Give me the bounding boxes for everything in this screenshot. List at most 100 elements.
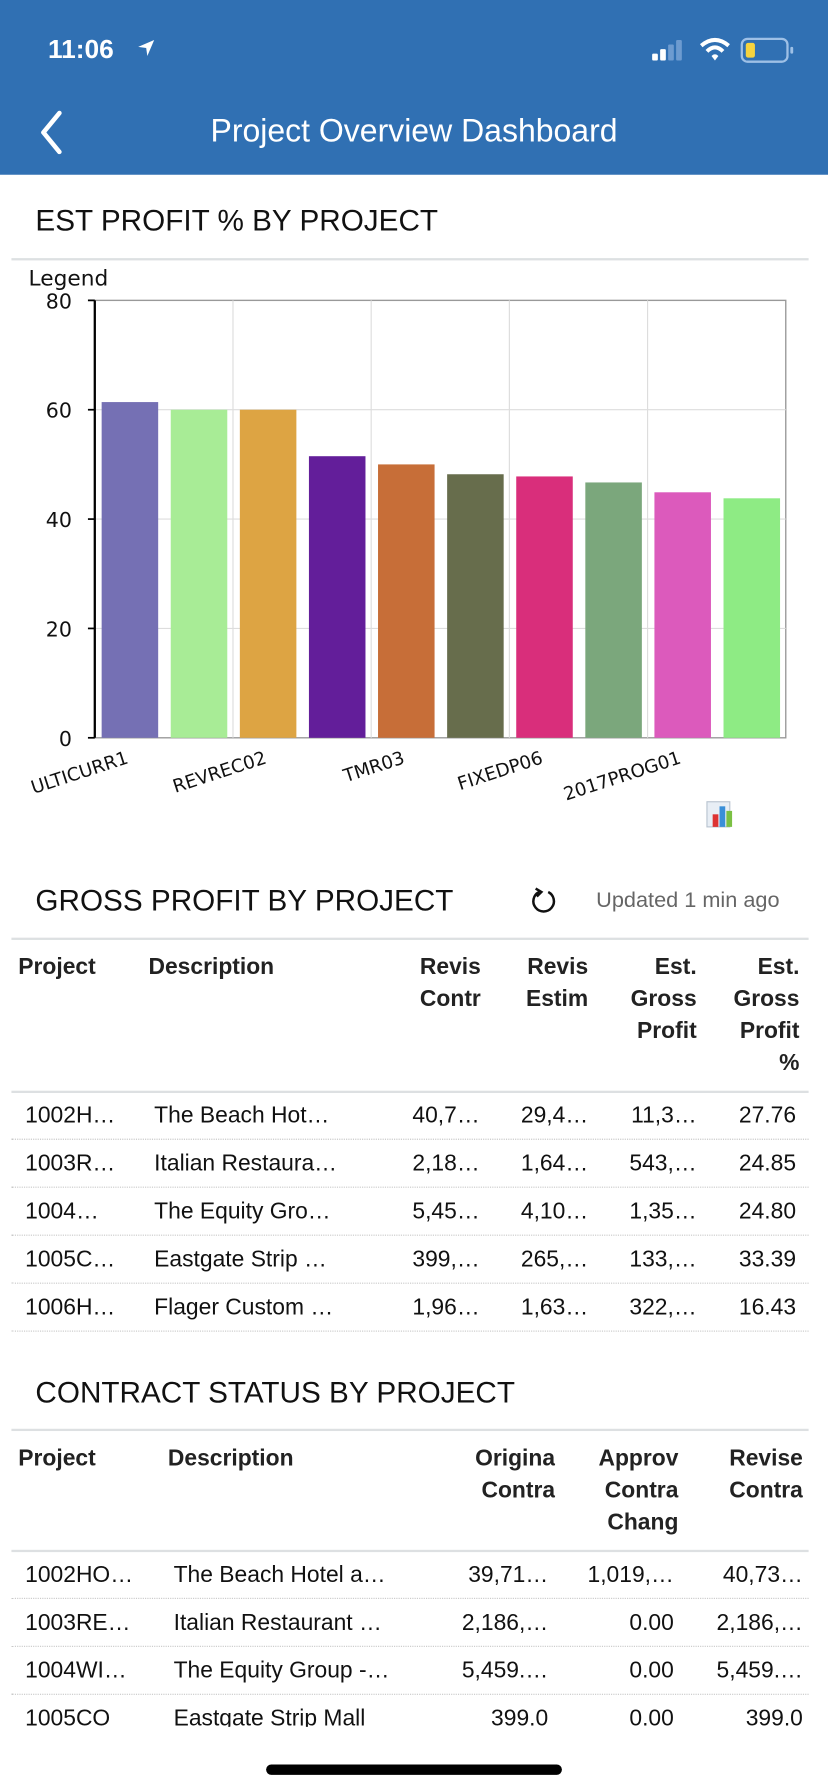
table-cell: 1004… (25, 1199, 99, 1225)
table-top-border (11, 1428, 809, 1432)
table-cell: 265,… (520, 1247, 589, 1273)
table-cell: 5,45… (412, 1199, 480, 1225)
table-cell: 5,459.… (461, 1658, 549, 1684)
x-tick-label: ULTICURR1 (29, 748, 131, 799)
table-row[interactable]: 1004WI… The Equity Group -… 5,459.… 0.00 5,4… (0, 1648, 828, 1696)
bar[interactable] (447, 474, 504, 738)
table-cell: 1005C… (25, 1247, 116, 1273)
table-cell: 1,96… (412, 1295, 480, 1321)
bar[interactable] (101, 402, 159, 738)
column-header[interactable]: Project (18, 954, 96, 980)
row-separator (11, 1330, 809, 1332)
column-header[interactable]: Origina Contra (475, 1445, 556, 1504)
bar[interactable] (654, 492, 711, 738)
location-arrow-icon (138, 39, 155, 56)
table-cell: 33.39 (738, 1247, 797, 1273)
cellular-signal-icon (652, 39, 682, 61)
status-time: 11:06 (47, 34, 114, 64)
table-cell: 1004WI… (25, 1658, 127, 1684)
table-cell: 39,71… (468, 1562, 549, 1588)
table-cell: The Beach Hotel a… (173, 1562, 386, 1588)
refresh-icon[interactable] (529, 886, 559, 916)
x-tick-label: TMR03 (340, 748, 407, 788)
table-row[interactable]: 1005C… Eastgate Strip … 399,… 265,… 133,… 33.… (0, 1237, 828, 1285)
table-row[interactable]: 1003R… Italian Restaura… 2,18… 1,64… 543,… 24… (0, 1141, 828, 1189)
row-separator (11, 1234, 809, 1236)
table-cell: 1,64… (520, 1151, 589, 1177)
table-row[interactable]: 1006H… Flager Custom … 1,96… 1,63… 322,… 16.4… (0, 1285, 828, 1333)
table-cell: 1,35… (629, 1199, 697, 1225)
bar-chart-icon[interactable] (706, 799, 736, 829)
bottom-safe-area (0, 1726, 828, 1792)
column-header[interactable]: Revis Contr (419, 954, 481, 1012)
table-cell: 2,186,… (461, 1610, 549, 1636)
table-cell: Flager Custom … (154, 1295, 334, 1321)
battery-low-icon (740, 37, 794, 63)
bar-chart: 0 20 40 60 80 ULTICURR1 REVREC02 TMR03 FIXEDP06 2… (29, 289, 787, 806)
wifi-icon (699, 37, 730, 61)
table-cell: Italian Restaurant … (173, 1610, 382, 1636)
y-tick-label: 80 (46, 289, 72, 313)
table-cell: 2,18… (412, 1151, 480, 1177)
table-cell: 1002H… (25, 1103, 116, 1129)
section-title-contract-status: CONTRACT STATUS BY PROJECT (35, 1375, 515, 1410)
back-button[interactable] (34, 110, 68, 156)
top-bar: 11:06 Project Overview Dashboard (0, 0, 828, 175)
table-cell: 40,73… (722, 1562, 803, 1588)
x-tick-label: FIXEDP06 (455, 748, 545, 795)
column-header[interactable]: Est. Gross Profit % (733, 954, 800, 1076)
bar[interactable] (585, 482, 642, 738)
bar[interactable] (723, 498, 781, 738)
table-cell: 24.85 (738, 1151, 797, 1177)
table-cell: Eastgate Strip … (154, 1247, 327, 1273)
table-cell: The Equity Gro… (154, 1199, 331, 1225)
row-separator (11, 1693, 809, 1695)
y-tick-label: 60 (46, 399, 72, 423)
column-header[interactable]: Project (18, 1445, 96, 1472)
section-title-est-profit: EST PROFIT % BY PROJECT (35, 203, 439, 238)
y-tick-label: 20 (46, 617, 72, 641)
table-row[interactable]: 1002H… The Beach Hot… 40,7… 29,4… 11,3… 27.76 (0, 1093, 828, 1141)
table-cell: 24.80 (738, 1199, 797, 1225)
column-header[interactable]: Est. Gross Profit (630, 954, 697, 1044)
table-cell: 27.76 (738, 1103, 797, 1129)
table-row[interactable]: 1004… The Equity Gro… 5,45… 4,10… 1,35… 24.80 (0, 1189, 828, 1237)
table-cell: 1,019,… (587, 1562, 674, 1588)
table-cell: 1002HO… (25, 1562, 134, 1588)
bar[interactable] (308, 456, 366, 738)
table-row[interactable]: 1003RE… Italian Restaurant … 2,186,… 0.00 2,… (0, 1600, 828, 1648)
table-cell: 133,… (629, 1247, 697, 1273)
bar[interactable] (516, 476, 573, 738)
x-tick-label: 2017PROG01 (561, 748, 683, 806)
row-separator (11, 1645, 809, 1647)
header-divider (11, 1549, 809, 1553)
bar[interactable] (170, 409, 228, 738)
table-cell: 40,7… (412, 1103, 480, 1129)
column-header[interactable]: Description (167, 1445, 294, 1472)
table-cell: 1006H… (25, 1295, 116, 1321)
y-tick-label: 40 (46, 508, 72, 532)
bar[interactable] (378, 464, 435, 738)
table-cell: 399,… (412, 1247, 480, 1273)
table-row[interactable]: 1002HO… The Beach Hotel a… 39,71… 1,019,… 40… (0, 1552, 828, 1600)
section-title-gross-profit: GROSS PROFIT BY PROJECT (35, 882, 454, 918)
bar[interactable] (239, 409, 297, 738)
table-cell: 322,… (629, 1295, 697, 1321)
updated-timestamp: Updated 1 min ago (596, 888, 780, 913)
table-cell: 0.00 (629, 1658, 674, 1684)
home-indicator[interactable] (266, 1764, 562, 1775)
table-cell: 1003R… (25, 1151, 116, 1177)
table-cell: Italian Restaura… (154, 1151, 338, 1177)
table-top-border (11, 937, 809, 940)
y-tick-label: 0 (59, 727, 72, 751)
column-header[interactable]: Revis Estim (525, 954, 589, 1012)
row-separator (11, 1282, 809, 1284)
table-cell: 16.43 (738, 1295, 797, 1321)
table-cell: 543,… (629, 1151, 697, 1177)
column-header[interactable]: Approv Contra Chang (598, 1445, 679, 1535)
x-tick-label: REVREC02 (170, 748, 269, 798)
header-divider (11, 1090, 809, 1093)
table-cell: The Beach Hot… (154, 1103, 330, 1129)
column-header[interactable]: Revise Contra (729, 1445, 803, 1504)
column-header[interactable]: Description (148, 954, 275, 980)
